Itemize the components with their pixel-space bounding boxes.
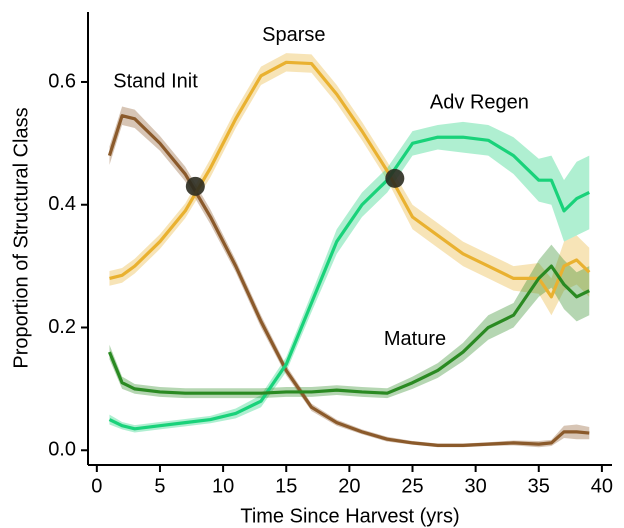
x-tick-label: 0 <box>91 475 102 497</box>
y-tick-label: 0.2 <box>48 316 76 338</box>
x-tick-label: 10 <box>212 475 234 497</box>
series-label: Adv Regen <box>430 92 529 114</box>
series-label: Mature <box>384 328 446 350</box>
crossing-point <box>185 176 205 196</box>
confidence-band <box>109 244 590 399</box>
confidence-band <box>109 53 590 316</box>
x-axis-title: Time Since Harvest (yrs) <box>240 505 459 527</box>
series-line <box>107 114 590 447</box>
x-tick-label: 35 <box>528 475 550 497</box>
x-tick-label: 30 <box>465 475 487 497</box>
x-tick-label: 5 <box>154 475 165 497</box>
series-label: Stand Init <box>113 70 198 92</box>
x-tick-label: 15 <box>275 475 297 497</box>
y-tick-label: 0.6 <box>48 70 76 92</box>
y-tick-label: 0.0 <box>48 439 76 461</box>
crossing-point <box>385 168 405 188</box>
series-line <box>109 60 591 299</box>
series-line <box>108 135 590 431</box>
x-tick-label: 25 <box>401 475 423 497</box>
y-tick-label: 0.4 <box>48 193 76 215</box>
y-axis-title: Proportion of Structural Class <box>10 107 32 368</box>
x-tick-label: 20 <box>338 475 360 497</box>
series-label: Sparse <box>262 24 325 46</box>
x-tick-label: 40 <box>591 475 613 497</box>
series-line <box>107 264 590 395</box>
